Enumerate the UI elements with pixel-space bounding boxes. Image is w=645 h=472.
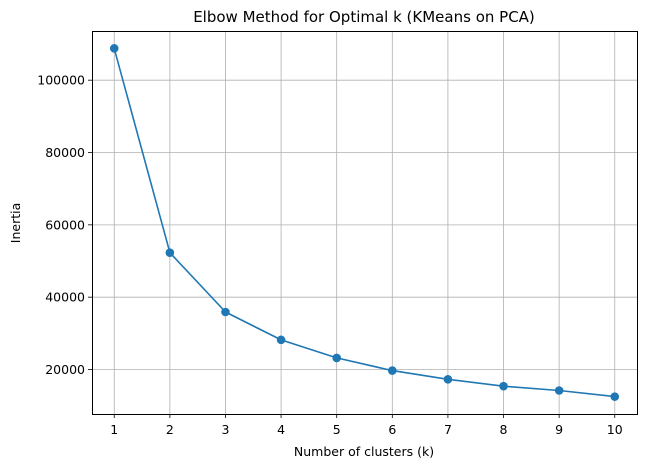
x-tick-label: 10: [607, 422, 623, 437]
y-tick-label: 40000: [45, 290, 85, 305]
x-tick-label: 1: [110, 422, 118, 437]
data-point: [388, 366, 397, 375]
data-point: [332, 353, 341, 363]
y-axis-label: Inertia: [8, 203, 23, 243]
y-tick-label: 100000: [37, 73, 85, 88]
chart-title: Elbow Method for Optimal k (KMeans on PC…: [193, 8, 535, 26]
data-point: [221, 307, 230, 317]
x-tick-label: 5: [333, 422, 341, 437]
x-tick-label: 8: [500, 422, 508, 437]
data-point: [610, 392, 620, 401]
data-point: [109, 44, 119, 53]
x-axis-label: Number of clusters (k): [294, 444, 434, 459]
y-tick-label: 20000: [45, 362, 85, 377]
series-line: [113, 48, 615, 398]
x-tick-label: 4: [277, 422, 285, 437]
y-tick-label: 80000: [45, 145, 85, 160]
x-tick-label: 3: [221, 422, 229, 437]
data-point: [276, 335, 286, 345]
grid-layer: [92, 31, 637, 414]
data-point: [165, 248, 175, 257]
x-tick-label: 7: [444, 422, 452, 437]
series-layer: [109, 44, 620, 401]
y-axis-ticks: 20000 40000 60000 80000 100000: [37, 73, 92, 377]
data-point: [554, 386, 564, 395]
data-point: [499, 381, 508, 391]
x-tick-label: 9: [555, 422, 563, 437]
plot-frame: [92, 31, 638, 415]
x-tick-label: 6: [388, 422, 396, 437]
y-tick-label: 60000: [45, 217, 85, 232]
x-axis-ticks: 1 2 3 4 5 6 7 8 9 10: [110, 414, 623, 437]
data-point: [443, 374, 453, 384]
x-tick-label: 2: [166, 422, 174, 437]
